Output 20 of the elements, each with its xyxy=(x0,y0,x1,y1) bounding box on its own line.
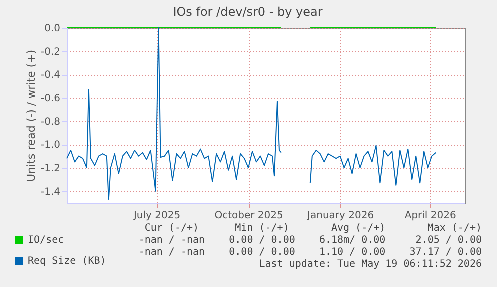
legend-label: Req Size (KB) xyxy=(28,256,106,267)
chart-title: IOs for /dev/sr0 - by year xyxy=(173,5,323,19)
text: -nan / -nan 0.00 / 0.00 6.18m/ 0.00 2.05 / 0.00 xyxy=(138,235,482,246)
y-tick-label: -0.8 xyxy=(40,116,60,128)
text: -nan / -nan 0.00 / 0.00 1.10 / 0.00 37.17 / 0.00 xyxy=(138,247,482,258)
legend-label: IO/sec xyxy=(28,235,64,246)
x-tick-label: April 2026 xyxy=(404,210,456,222)
x-tick-label: January 2026 xyxy=(306,210,374,222)
text: Cur (-/+) Min (-/+) Avg (-/+) Max (-/+) xyxy=(144,223,482,234)
x-tick-label: July 2025 xyxy=(132,210,181,222)
y-tick-label: -1.0 xyxy=(40,140,60,152)
y-tick-label: -0.2 xyxy=(40,46,60,58)
y-tick-label: -1.2 xyxy=(40,164,60,174)
y-tick-label: -0.4 xyxy=(40,70,60,82)
text: Last update: Tue May 19 06:11:52 2026 xyxy=(259,259,482,270)
y-tick-label: -0.6 xyxy=(40,94,60,104)
y-tick-label: 0.0 xyxy=(44,24,60,34)
y-tick-label: -1.4 xyxy=(40,186,60,198)
x-tick-label: October 2025 xyxy=(214,210,284,222)
y-axis-title: Units read (-) / write (+) xyxy=(24,50,38,182)
